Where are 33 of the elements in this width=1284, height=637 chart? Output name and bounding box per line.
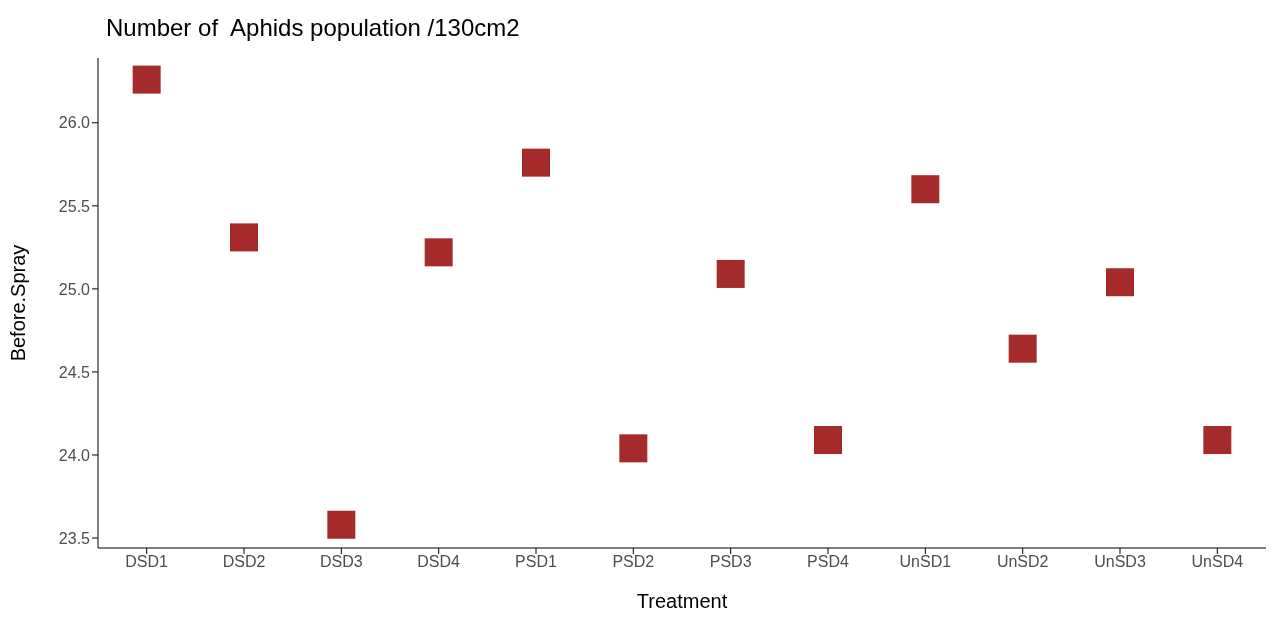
- x-tick-label: DSD4: [417, 553, 461, 571]
- x-tick-label: UnSD2: [996, 553, 1049, 571]
- x-tick-label: PSD1: [515, 553, 557, 571]
- x-tick-label: UnSD4: [1191, 553, 1244, 571]
- point: [1008, 334, 1037, 363]
- x-tick-label: DSD1: [125, 553, 169, 571]
- x-tick-label: PSD4: [807, 553, 849, 571]
- y-tick-label: 23.5: [58, 529, 91, 547]
- point: [1106, 268, 1134, 297]
- y-tick-label: 25.0: [58, 280, 91, 298]
- point: [1203, 426, 1232, 455]
- point: [424, 238, 453, 267]
- y-tick-label: 24.0: [58, 446, 91, 464]
- point: [522, 148, 550, 177]
- y-tick-label: 25.5: [58, 197, 91, 215]
- point: [911, 175, 940, 204]
- x-tick-label: UnSD3: [1094, 553, 1146, 571]
- point: [132, 65, 161, 94]
- x-tick-label: DSD3: [319, 553, 363, 571]
- y-axis-title: Before.Spray: [7, 244, 30, 362]
- point: [619, 434, 648, 463]
- y-tick-label: 26.0: [58, 114, 91, 132]
- point: [230, 223, 258, 252]
- point: [716, 259, 745, 288]
- point: [814, 426, 842, 455]
- x-tick-label: DSD2: [222, 553, 266, 571]
- x-tick-label: PSD2: [612, 553, 655, 571]
- point: [327, 510, 356, 539]
- x-tick-label: UnSD1: [899, 553, 952, 571]
- y-tick-label: 24.5: [58, 363, 91, 381]
- chart-title: Number of Aphids population /130cm2: [106, 13, 521, 43]
- x-tick-label: PSD3: [709, 553, 752, 571]
- x-axis-title: Treatment: [636, 590, 728, 612]
